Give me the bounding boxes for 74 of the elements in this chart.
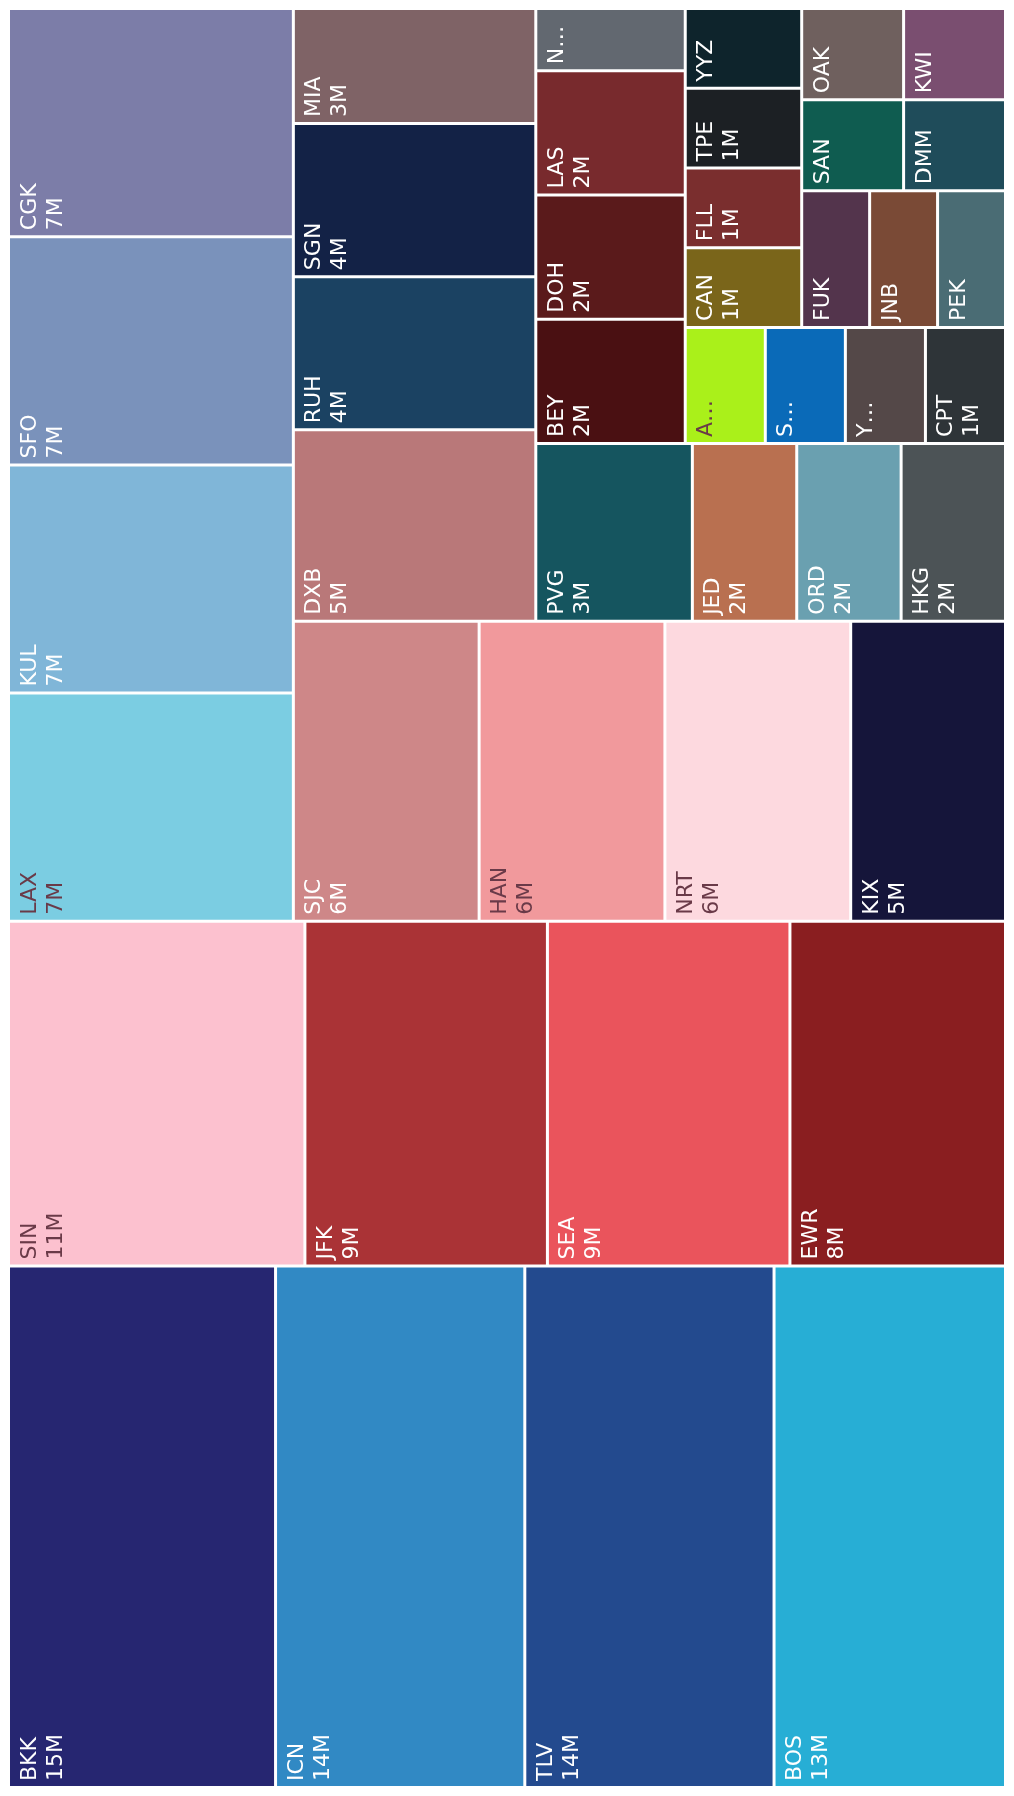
- data-label: 5M: [883, 881, 909, 915]
- data-label: 2M: [568, 279, 594, 313]
- data-label: 13M: [807, 1734, 833, 1781]
- data-label: 8M: [822, 1226, 848, 1260]
- category-label: OAK: [808, 46, 834, 94]
- category-label: TPE: [692, 120, 718, 163]
- category-label: SGN: [300, 222, 326, 271]
- category-label: Y…: [852, 401, 878, 438]
- category-label: NRT: [671, 870, 697, 915]
- category-label: ICN: [282, 1742, 308, 1781]
- category-label: CPT: [932, 394, 958, 437]
- category-label: BKK: [15, 1736, 41, 1781]
- category-label: PVG: [542, 569, 568, 615]
- data-label: 2M: [568, 403, 594, 437]
- data-label: 1M: [718, 208, 744, 242]
- category-label: S…: [772, 400, 798, 437]
- data-label: 4M: [326, 390, 352, 424]
- data-label: 1M: [718, 287, 744, 321]
- category-label: LAS: [542, 146, 568, 189]
- data-label: 2M: [934, 581, 960, 615]
- category-label: A…: [692, 399, 718, 437]
- category-label: N…: [542, 25, 568, 65]
- data-label: 14M: [557, 1734, 583, 1781]
- category-label: SFO: [15, 414, 41, 459]
- category-label: TLV: [531, 1742, 557, 1782]
- category-label: KIX: [857, 878, 883, 915]
- data-label: 7M: [41, 425, 67, 459]
- category-label: JFK: [311, 1225, 337, 1262]
- data-label: 6M: [697, 881, 723, 915]
- data-label: 4M: [326, 237, 352, 271]
- data-label: 9M: [337, 1226, 363, 1260]
- category-label: ORD: [803, 565, 829, 615]
- data-label: 2M: [829, 581, 855, 615]
- data-label: 7M: [41, 653, 67, 687]
- category-label: YYZ: [692, 39, 718, 83]
- category-label: CAN: [692, 274, 718, 321]
- data-label: 2M: [725, 581, 751, 615]
- data-label: 6M: [512, 881, 538, 915]
- category-label: FUK: [808, 277, 834, 321]
- category-label: DOH: [542, 261, 568, 313]
- data-label: 1M: [718, 128, 744, 162]
- category-label: PEK: [944, 278, 970, 321]
- category-label: BOS: [781, 1735, 807, 1781]
- data-label: 3M: [326, 83, 352, 117]
- category-label: SEA: [554, 1216, 580, 1260]
- category-label: DMM: [910, 129, 936, 185]
- category-label: BEY: [542, 393, 568, 437]
- category-label: HAN: [486, 866, 512, 915]
- category-label: DXB: [300, 567, 326, 615]
- category-label: SIN: [15, 1222, 41, 1260]
- category-label: MIA: [300, 76, 326, 117]
- data-label: 9M: [580, 1226, 606, 1260]
- data-label: 14M: [308, 1734, 334, 1781]
- data-label: 11M: [41, 1212, 67, 1260]
- data-label: 2M: [568, 155, 594, 189]
- category-label: JNB: [876, 282, 902, 323]
- category-label: RUH: [300, 375, 326, 424]
- category-label: SAN: [808, 138, 834, 185]
- category-label: KWI: [910, 51, 936, 94]
- category-label: CGK: [15, 182, 41, 231]
- data-label: 15M: [41, 1734, 67, 1781]
- category-label: JED: [699, 577, 725, 617]
- data-label: 1M: [958, 403, 984, 437]
- data-label: 6M: [326, 881, 352, 915]
- data-label: 3M: [568, 581, 594, 615]
- data-label: 7M: [41, 197, 67, 231]
- category-label: EWR: [796, 1208, 822, 1260]
- category-label: KUL: [15, 643, 41, 687]
- category-label: HKG: [908, 566, 934, 615]
- category-label: LAX: [15, 871, 41, 915]
- data-label: 7M: [41, 881, 67, 915]
- category-label: FLL: [692, 203, 718, 242]
- data-label: 5M: [326, 581, 352, 615]
- category-label: SJC: [300, 878, 326, 915]
